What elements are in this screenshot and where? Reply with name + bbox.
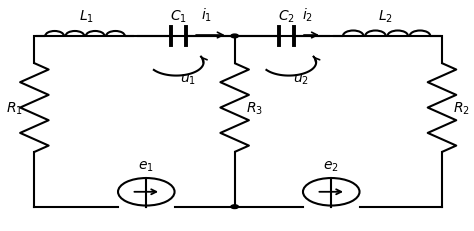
Text: $i_1$: $i_1$ bbox=[201, 7, 212, 24]
Text: $e_2$: $e_2$ bbox=[323, 159, 339, 173]
Text: $i_2$: $i_2$ bbox=[302, 7, 313, 24]
Text: $R_3$: $R_3$ bbox=[246, 100, 263, 116]
Text: $C_1$: $C_1$ bbox=[170, 9, 187, 25]
Text: $L_1$: $L_1$ bbox=[79, 9, 94, 25]
Circle shape bbox=[231, 35, 238, 39]
Text: $L_2$: $L_2$ bbox=[378, 9, 393, 25]
Text: $u_1$: $u_1$ bbox=[180, 73, 196, 87]
Circle shape bbox=[231, 205, 238, 209]
Text: $u_2$: $u_2$ bbox=[292, 73, 309, 87]
Text: $C_2$: $C_2$ bbox=[278, 9, 295, 25]
Text: $R_1$: $R_1$ bbox=[6, 100, 23, 116]
Text: $e_1$: $e_1$ bbox=[138, 159, 154, 173]
Text: $R_2$: $R_2$ bbox=[453, 100, 470, 116]
